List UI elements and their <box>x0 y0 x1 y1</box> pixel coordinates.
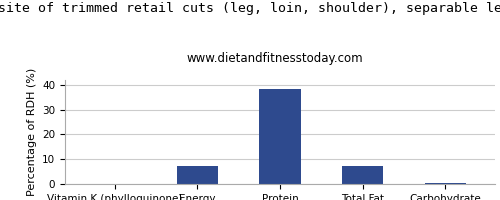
Bar <box>176 166 218 184</box>
Text: Composite of trimmed retail cuts (leg, loin, shoulder), separable lean only, coo: Composite of trimmed retail cuts (leg, l… <box>0 2 500 15</box>
Bar <box>424 183 466 184</box>
Bar <box>342 166 384 184</box>
Y-axis label: Percentage of RDH (%): Percentage of RDH (%) <box>26 68 36 196</box>
Bar <box>260 89 300 184</box>
Text: www.dietandfitnesstoday.com: www.dietandfitnesstoday.com <box>186 52 364 65</box>
